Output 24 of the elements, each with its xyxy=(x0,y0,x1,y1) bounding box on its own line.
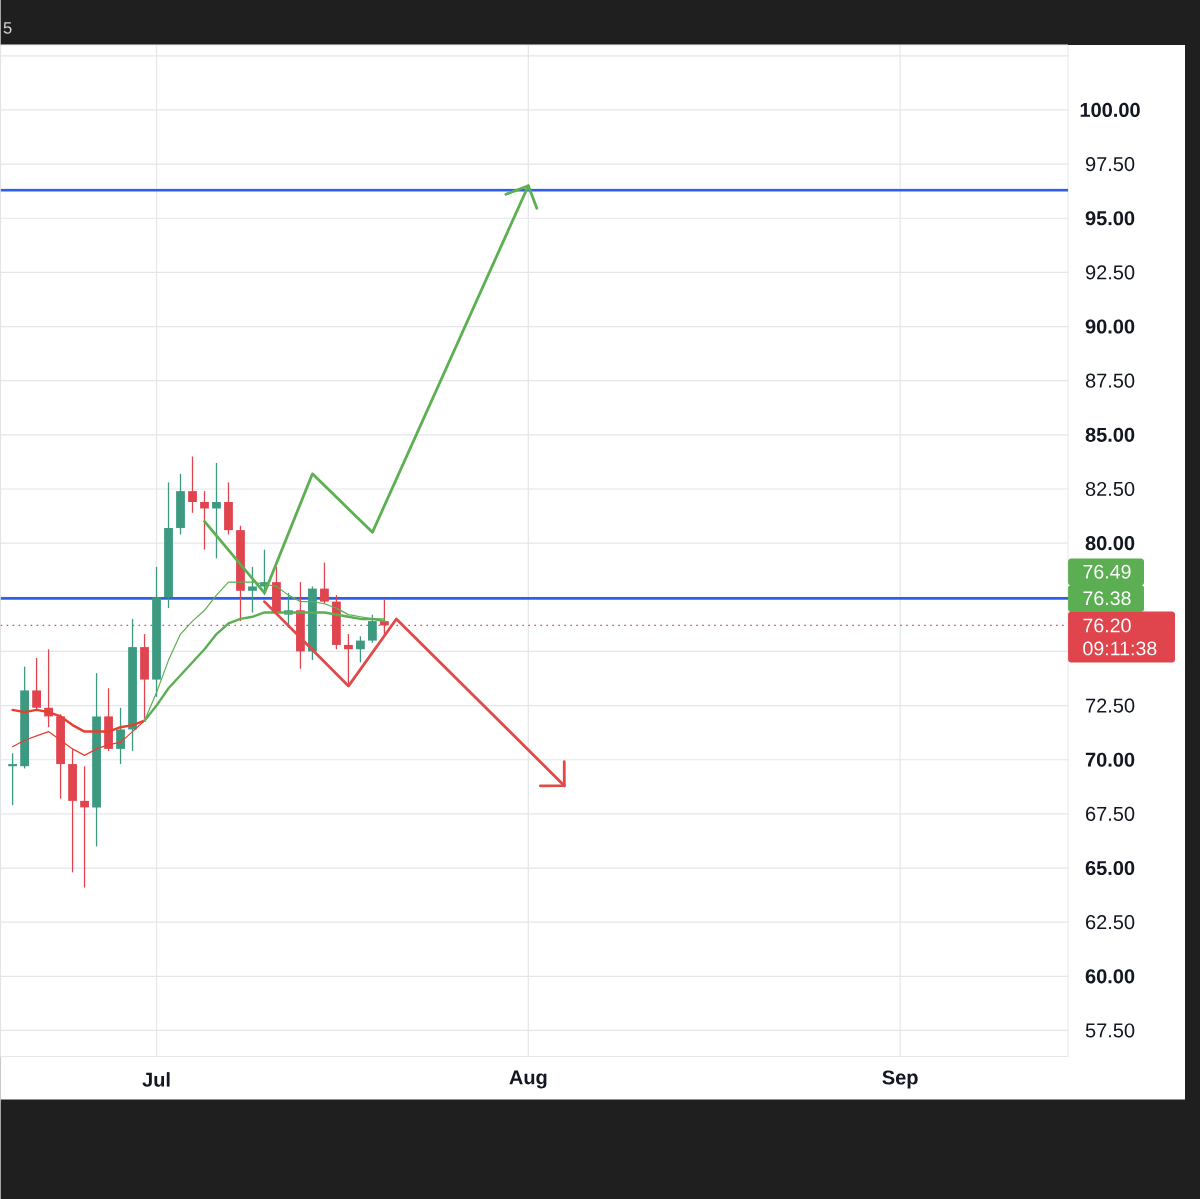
y-tick-label: 87.50 xyxy=(1085,373,1135,388)
x-tick-label: Aug xyxy=(509,1070,547,1089)
y-tick-label: 95.00 xyxy=(1085,210,1135,226)
y-tick-label: 62.50 xyxy=(1086,914,1135,930)
y-tick-label: 70.00 xyxy=(1085,752,1135,767)
y-tick-label: 82.50 xyxy=(1085,481,1135,496)
y-tick-label: 72.50 xyxy=(1086,698,1135,713)
y-tick-label: 65.00 xyxy=(1085,860,1135,875)
ref-line-label: 76.20 xyxy=(1083,618,1131,633)
y-tick-label: 80.00 xyxy=(1085,535,1135,551)
y-tick-label: 92.50 xyxy=(1085,265,1135,280)
y-tick-label: 67.50 xyxy=(1086,806,1135,821)
y-tick-label: 57.50 xyxy=(1085,1023,1135,1038)
text: 09:11:38 xyxy=(1083,641,1157,656)
y-tick-label: 90.00 xyxy=(1085,319,1135,334)
y-tick-label: 85.00 xyxy=(1085,427,1135,442)
text: 76.38 xyxy=(1083,591,1131,605)
y-tick-label: 60.00 xyxy=(1085,969,1135,984)
text: 76.49 xyxy=(1083,564,1131,579)
text: 5 xyxy=(3,22,12,34)
y-tick-label: 100.00 xyxy=(1080,102,1140,117)
y-tick-label: 97.50 xyxy=(1085,156,1135,171)
x-tick-label: Sep xyxy=(882,1070,918,1089)
x-tick-label: Jul xyxy=(142,1071,170,1087)
